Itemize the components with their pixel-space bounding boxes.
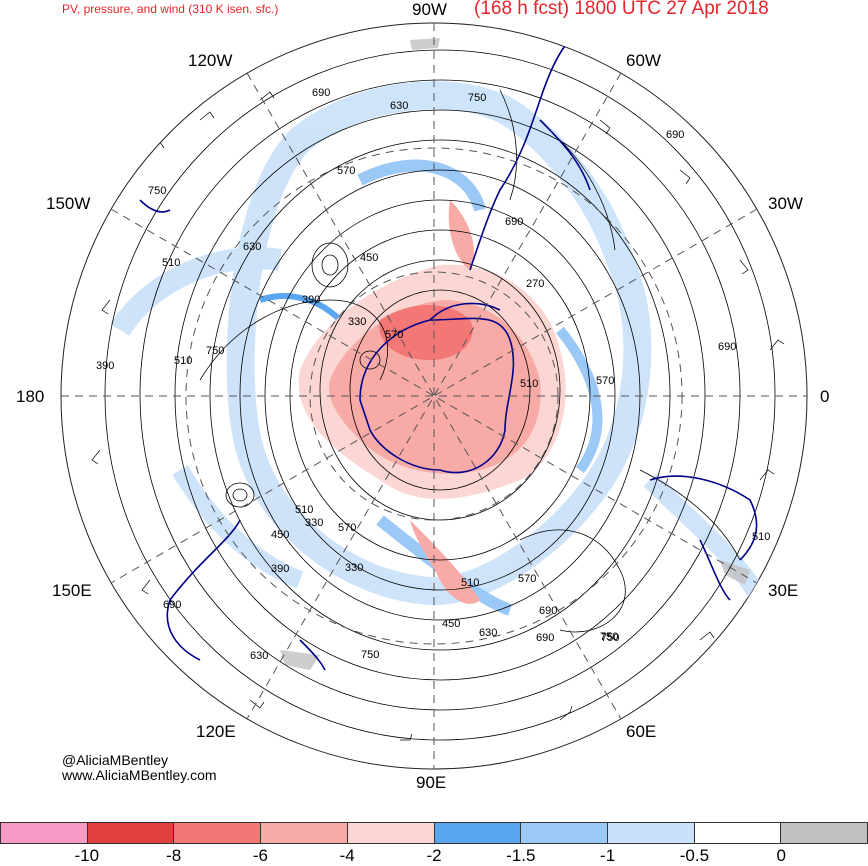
lon-label-90w: 90W <box>412 0 447 19</box>
colorbar-tick-label: 0 <box>776 846 786 865</box>
pv-light-blue-shading <box>110 81 769 606</box>
lon-label-30w: 30W <box>768 194 803 213</box>
colorbar-segment <box>781 822 868 844</box>
forecast-title: (168 h fcst) 1800 UTC 27 Apr 2018 <box>474 0 769 19</box>
graticule <box>61 23 807 769</box>
colorbar-tick-label: -6 <box>252 846 268 865</box>
contour-label: 690 <box>312 87 331 99</box>
credit-website: www.AliciaMBentley.com <box>62 767 217 783</box>
pv-red-core-shading <box>298 200 566 604</box>
contour-label: 690 <box>718 341 737 353</box>
contour-label: 750 <box>361 649 380 661</box>
lon-label-30e: 30E <box>768 581 799 600</box>
colorbar-tick-label: -2 <box>426 846 442 865</box>
contour-label: 750 <box>601 632 620 644</box>
contour-label: 570 <box>518 573 537 585</box>
contour-label: 690 <box>539 605 558 617</box>
contour-label: 750 <box>600 631 619 643</box>
colorbar-segment <box>174 822 262 844</box>
contour-label: 510 <box>752 531 771 543</box>
lon-label-90e: 90E <box>416 773 447 792</box>
colorbar-tick-label: -1.5 <box>506 846 536 865</box>
contour-label: 510 <box>174 355 193 367</box>
colorbar-segment <box>347 822 435 844</box>
contour-label: 330 <box>305 517 324 529</box>
colorbar <box>0 822 868 846</box>
contour-label: 690 <box>163 599 182 611</box>
contour-label: 510 <box>295 504 314 516</box>
terrain-gray-shading <box>280 38 750 670</box>
colorbar-tick-label: -1 <box>600 846 616 865</box>
lon-label-120w: 120W <box>188 51 233 70</box>
colorbar-segment <box>0 822 88 844</box>
lon-label-120e: 120E <box>196 722 236 741</box>
contour-label: 570 <box>337 165 356 177</box>
contour-label: 570 <box>338 522 357 534</box>
contour-label: 570 <box>596 375 615 387</box>
contour-label: 750 <box>206 345 225 357</box>
contour-label: 330 <box>348 316 367 328</box>
contour-label: 630 <box>479 627 498 639</box>
contour-label: 690 <box>505 216 524 228</box>
pressure-contours <box>104 49 776 741</box>
colorbar-segment <box>434 822 522 844</box>
contour-label: 750 <box>148 185 167 197</box>
lon-label-150e: 150E <box>52 581 92 600</box>
lon-label-0: 0 <box>820 387 830 406</box>
lon-label-150w: 150W <box>46 194 91 213</box>
contour-label: 450 <box>271 529 290 541</box>
colorbar-tick-label: -8 <box>166 846 182 865</box>
wind-barbs <box>91 91 785 741</box>
colorbar-segment <box>261 822 348 844</box>
colorbar-tick-label: -4 <box>339 846 355 865</box>
colorbar-tick-label: -0.5 <box>679 846 710 865</box>
polar-map <box>60 22 808 770</box>
lon-label-60e: 60E <box>626 722 657 741</box>
colorbar-segment <box>694 822 782 844</box>
contour-label: 330 <box>345 562 364 574</box>
coastlines <box>139 39 758 671</box>
contour-label: 510 <box>461 577 480 589</box>
contour-label: 390 <box>271 563 290 575</box>
contour-label: 450 <box>442 618 461 630</box>
contour-label: 750 <box>468 92 487 104</box>
contour-label: 690 <box>666 129 685 141</box>
contour-label: 390 <box>96 360 115 372</box>
contour-label: 630 <box>390 100 409 112</box>
product-title: PV, pressure, and wind (310 K isen. sfc.… <box>62 2 279 16</box>
lon-label-180: 180 <box>16 387 45 406</box>
contour-label: 630 <box>250 650 269 662</box>
contour-label: 630 <box>243 241 262 253</box>
credit-handle: @AliciaMBentley <box>62 752 169 768</box>
colorbar-segment <box>521 822 608 844</box>
contour-label: 690 <box>536 632 555 644</box>
contour-label: 510 <box>520 378 539 390</box>
contour-label: 570 <box>385 329 404 341</box>
lon-label-60w: 60W <box>626 51 661 70</box>
colorbar-tick-label: -10 <box>74 846 100 865</box>
contour-label: 510 <box>162 257 181 269</box>
contour-label: 390 <box>302 294 321 306</box>
contour-label: 450 <box>360 252 379 264</box>
contour-label: 270 <box>526 278 545 290</box>
colorbar-segment <box>87 822 175 844</box>
colorbar-segment <box>607 822 695 844</box>
